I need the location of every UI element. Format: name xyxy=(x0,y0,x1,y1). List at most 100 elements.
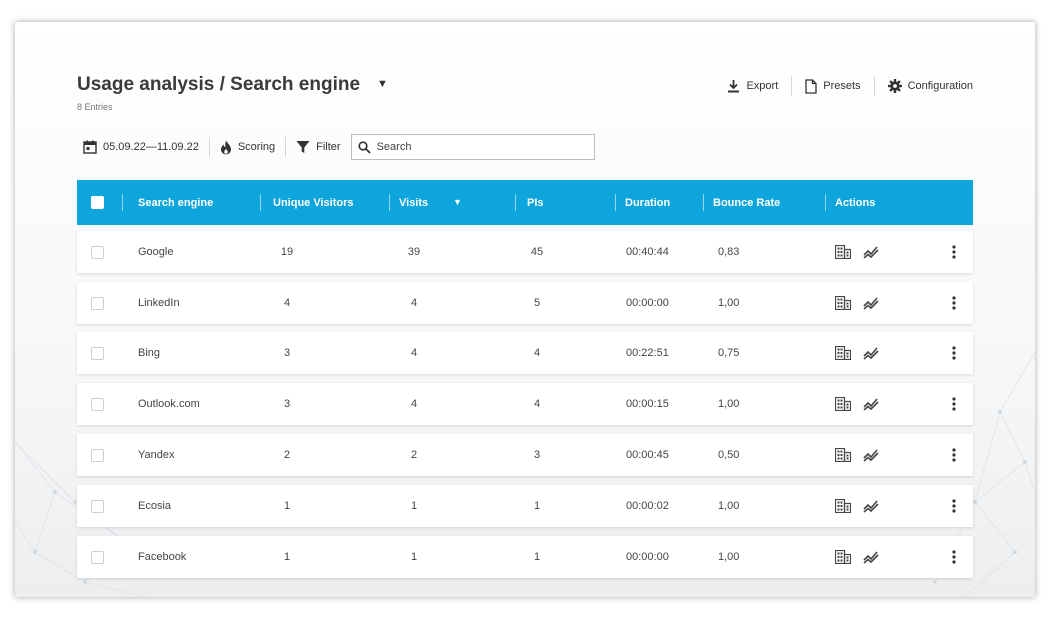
trend-chart-icon[interactable] xyxy=(863,396,879,412)
calendar-icon xyxy=(83,140,97,154)
row-checkbox[interactable] xyxy=(91,246,104,259)
table-row[interactable]: Yandex 2 2 3 00:00:45 0,50 xyxy=(77,434,973,476)
search-icon xyxy=(357,140,371,154)
scoring-button[interactable]: Scoring xyxy=(210,137,285,157)
building-icon[interactable] xyxy=(835,396,851,412)
duration-cell: 00:00:00 xyxy=(626,551,669,563)
unique-visitors-cell: 3 xyxy=(283,347,291,359)
table-row[interactable]: Ecosia 1 1 1 00:00:02 1,00 xyxy=(77,485,973,527)
search-engine-cell: LinkedIn xyxy=(138,297,180,309)
divider xyxy=(873,76,875,96)
divider xyxy=(122,194,123,211)
more-vertical-icon[interactable] xyxy=(946,549,962,565)
duration-cell: 00:00:15 xyxy=(626,398,669,410)
table-row[interactable]: Google 19 39 45 00:40:44 0,83 xyxy=(77,231,973,273)
divider xyxy=(260,194,261,211)
more-vertical-icon[interactable] xyxy=(946,498,962,514)
divider xyxy=(208,137,210,157)
trend-chart-icon[interactable] xyxy=(863,498,879,514)
flame-icon xyxy=(220,140,231,154)
divider xyxy=(389,194,390,211)
search-engine-cell: Ecosia xyxy=(138,500,172,512)
column-header-pis[interactable]: PIs xyxy=(527,196,544,209)
gear-icon xyxy=(887,79,902,93)
row-checkbox[interactable] xyxy=(91,551,104,564)
sort-descending-icon[interactable]: ▼ xyxy=(453,197,462,207)
more-vertical-icon[interactable] xyxy=(946,396,962,412)
app-window: Usage analysis / Search engine ▼ 8 Entri… xyxy=(15,22,1035,597)
search-input[interactable] xyxy=(376,141,577,153)
bounce-rate-cell: 1,00 xyxy=(718,297,740,309)
pis-cell: 1 xyxy=(533,500,541,512)
row-checkbox[interactable] xyxy=(91,500,104,513)
row-checkbox[interactable] xyxy=(91,347,104,360)
column-header-actions: Actions xyxy=(835,196,876,209)
table-row[interactable]: Outlook.com 3 4 4 00:00:15 1,00 xyxy=(77,383,973,425)
table-row[interactable]: Facebook 1 1 1 00:00:00 1,00 xyxy=(77,536,973,578)
pis-cell: 4 xyxy=(533,347,541,359)
table-row[interactable]: LinkedIn 4 4 5 00:00:00 1,00 xyxy=(77,282,973,324)
unique-visitors-cell: 4 xyxy=(283,297,291,309)
trend-chart-icon[interactable] xyxy=(863,295,879,311)
top-actions: Export Presets Configuration xyxy=(714,76,973,96)
bounce-rate-cell: 0,83 xyxy=(718,246,740,258)
presets-label: Presets xyxy=(823,80,861,92)
bounce-rate-cell: 1,00 xyxy=(718,398,740,410)
divider xyxy=(825,194,826,211)
more-vertical-icon[interactable] xyxy=(946,295,962,311)
table-header: Search engine Unique Visitors Visits ▼ P… xyxy=(77,180,973,225)
date-range-label: 05.09.22—11.09.22 xyxy=(103,141,199,153)
search-box[interactable] xyxy=(350,134,595,160)
row-checkbox[interactable] xyxy=(91,297,104,310)
configuration-label: Configuration xyxy=(907,80,973,92)
building-icon[interactable] xyxy=(835,549,851,565)
trend-chart-icon[interactable] xyxy=(863,244,879,260)
column-header-bounce-rate[interactable]: Bounce Rate xyxy=(713,196,781,209)
date-range-picker[interactable]: 05.09.22—11.09.22 xyxy=(77,137,209,157)
search-engine-cell: Facebook xyxy=(138,551,187,563)
bounce-rate-cell: 1,00 xyxy=(718,551,740,563)
export-button[interactable]: Export xyxy=(714,76,791,96)
unique-visitors-cell: 2 xyxy=(283,449,291,461)
unique-visitors-cell: 3 xyxy=(283,398,291,410)
filter-label: Filter xyxy=(316,141,341,153)
page-title: Usage analysis / Search engine xyxy=(77,74,361,95)
visits-cell: 39 xyxy=(407,246,421,258)
building-icon[interactable] xyxy=(835,447,851,463)
divider xyxy=(703,194,704,211)
unique-visitors-cell: 1 xyxy=(283,500,291,512)
more-vertical-icon[interactable] xyxy=(946,244,962,260)
column-header-duration[interactable]: Duration xyxy=(625,196,671,209)
duration-cell: 00:40:44 xyxy=(626,246,669,258)
building-icon[interactable] xyxy=(835,498,851,514)
pis-cell: 3 xyxy=(533,449,541,461)
visits-cell: 4 xyxy=(410,347,418,359)
funnel-icon xyxy=(296,141,310,153)
visits-cell: 2 xyxy=(410,449,418,461)
more-vertical-icon[interactable] xyxy=(946,447,962,463)
entries-count: 8 Entries xyxy=(77,102,113,112)
presets-button[interactable]: Presets xyxy=(792,76,873,96)
building-icon[interactable] xyxy=(835,244,851,260)
pis-cell: 5 xyxy=(533,297,541,309)
trend-chart-icon[interactable] xyxy=(863,447,879,463)
row-checkbox[interactable] xyxy=(91,398,104,411)
unique-visitors-cell: 19 xyxy=(280,246,294,258)
table-row[interactable]: Bing 3 4 4 00:22:51 0,75 xyxy=(77,332,973,374)
configuration-button[interactable]: Configuration xyxy=(875,76,973,96)
more-vertical-icon[interactable] xyxy=(946,345,962,361)
trend-chart-icon[interactable] xyxy=(863,549,879,565)
building-icon[interactable] xyxy=(835,345,851,361)
column-header-unique-visitors[interactable]: Unique Visitors xyxy=(273,196,354,209)
building-icon[interactable] xyxy=(835,295,851,311)
select-all-checkbox[interactable] xyxy=(91,196,104,209)
pis-cell: 4 xyxy=(533,398,541,410)
title-dropdown-caret-icon[interactable]: ▼ xyxy=(377,78,388,90)
column-header-search-engine[interactable]: Search engine xyxy=(138,196,214,209)
row-checkbox[interactable] xyxy=(91,449,104,462)
duration-cell: 00:00:45 xyxy=(626,449,669,461)
divider xyxy=(515,194,516,211)
trend-chart-icon[interactable] xyxy=(863,345,879,361)
column-header-visits[interactable]: Visits xyxy=(399,196,429,209)
filter-button[interactable]: Filter xyxy=(286,137,350,157)
